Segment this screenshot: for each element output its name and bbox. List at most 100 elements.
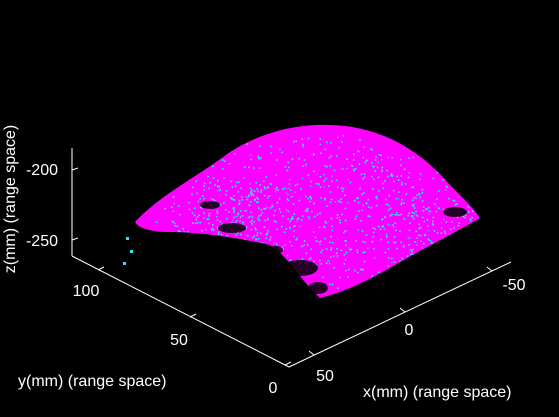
surface-point (340, 192, 342, 194)
surface-point (275, 170, 277, 173)
surface-point (393, 211, 396, 213)
surface-point (289, 157, 292, 159)
surface-point (265, 237, 268, 240)
surface-point (324, 281, 326, 284)
surface-point (362, 251, 364, 254)
surface-point (411, 222, 413, 225)
surface-point (372, 165, 374, 168)
surface-point (245, 175, 247, 178)
surface-point (304, 163, 306, 166)
surface-point (302, 221, 304, 223)
surface-point (466, 221, 469, 224)
surface-point (402, 259, 405, 261)
surface-point (292, 250, 295, 253)
surface-point (394, 219, 397, 221)
surface-point (377, 242, 380, 245)
surface-point (392, 246, 395, 249)
surface-point (227, 193, 229, 195)
surface-point (313, 170, 315, 173)
surface-point (270, 170, 273, 173)
surface-point (290, 230, 292, 233)
surface-point (370, 175, 373, 178)
surface-point (326, 205, 328, 207)
surface-point (354, 165, 357, 168)
surface-point (361, 209, 364, 212)
surface-point (340, 168, 342, 171)
surface-point (388, 260, 390, 263)
surface-point (370, 147, 372, 150)
surface-point (213, 200, 216, 202)
surface-point (407, 232, 409, 234)
surface-point (174, 225, 176, 227)
surface-point (343, 253, 346, 256)
surface-point (426, 208, 428, 210)
surface-point (362, 196, 365, 198)
surface-point (405, 221, 407, 224)
surface-point (446, 191, 449, 194)
surface-point (393, 218, 395, 220)
surface-point (212, 229, 215, 231)
surface-point (362, 210, 364, 213)
surface-point (173, 202, 175, 205)
surface-point (411, 186, 413, 189)
surface-point (364, 187, 367, 190)
surface-point (302, 246, 304, 249)
surface-point (396, 184, 398, 187)
surface-point (441, 183, 444, 185)
surface-point (391, 231, 393, 233)
surface-point (257, 198, 259, 200)
surface-point (231, 177, 234, 179)
surface-point (339, 219, 341, 222)
surface-point (303, 240, 306, 242)
surface-point (321, 224, 323, 227)
surface-point (273, 172, 275, 175)
surface-point (421, 216, 424, 219)
surface-point (396, 212, 398, 214)
surface-point (423, 244, 426, 247)
surface-point (412, 174, 415, 176)
surface-point (365, 194, 367, 196)
surface-point (282, 188, 284, 190)
surface-point (364, 157, 367, 160)
surface-point (312, 247, 314, 249)
surface-point (366, 189, 368, 191)
surface-point (427, 169, 429, 171)
surface-point (336, 214, 339, 216)
surface-point (217, 190, 220, 193)
surface-point (394, 145, 397, 148)
surface-point (293, 162, 296, 164)
surface-point (354, 142, 356, 145)
surface-point (214, 213, 217, 215)
surface-point (441, 226, 444, 229)
surface-point (270, 207, 273, 209)
surface-point (425, 163, 428, 165)
surface-point (313, 215, 316, 218)
surface-point (224, 160, 226, 162)
surface-point (350, 189, 353, 191)
surface-point (427, 245, 430, 247)
surface-point (283, 171, 286, 173)
scan-gap (200, 201, 220, 209)
surface-point (415, 197, 417, 200)
surface-point (362, 156, 364, 159)
surface-point (230, 180, 232, 183)
surface-point (408, 229, 411, 232)
surface-point (429, 197, 432, 200)
surface-point (334, 167, 337, 169)
surface-point (310, 248, 312, 251)
surface-point (360, 145, 362, 147)
surface-point (273, 207, 275, 209)
surface-point (333, 273, 336, 276)
x-axis-line (288, 261, 512, 368)
surface-point (284, 181, 286, 183)
surface-point (438, 207, 441, 210)
surface-point (250, 181, 253, 184)
surface-point (357, 201, 360, 204)
surface-point (430, 197, 433, 199)
surface-point (385, 213, 387, 216)
surface-point (341, 268, 343, 271)
surface-point (247, 235, 249, 237)
surface-point (411, 249, 414, 251)
surface-point (350, 158, 352, 161)
surface-point (328, 258, 330, 260)
